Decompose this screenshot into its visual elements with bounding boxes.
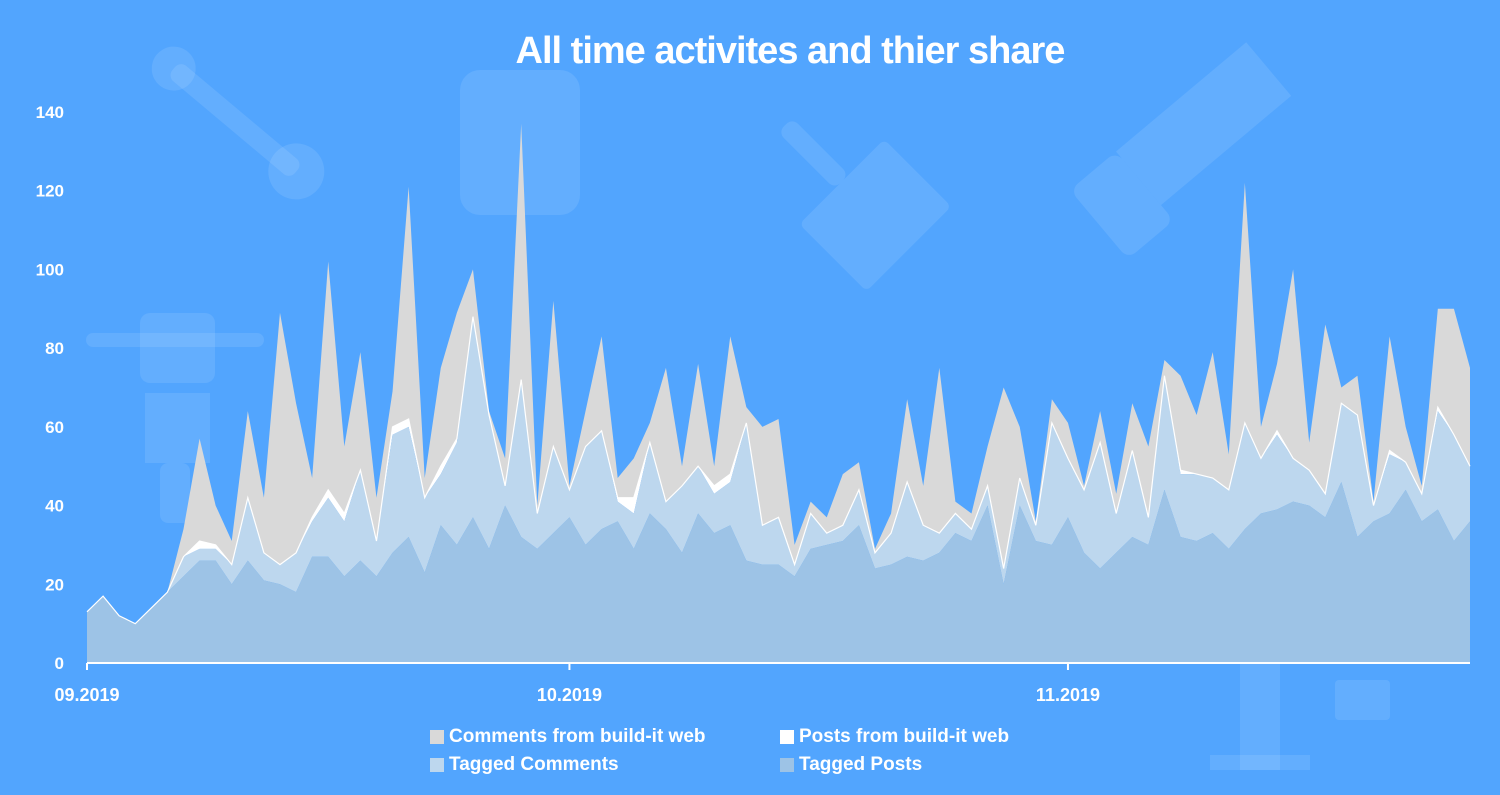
y-tick-label: 60 xyxy=(45,418,64,437)
legend-item-tagged-comments: Tagged Comments xyxy=(430,754,780,776)
y-tick-label: 80 xyxy=(45,339,64,358)
legend-swatch xyxy=(780,730,794,744)
x-tick-label: 10.2019 xyxy=(537,685,602,705)
paint-bucket-icon xyxy=(460,70,580,215)
legend-swatch xyxy=(430,730,444,744)
posts-web-edge-line xyxy=(86,316,1471,625)
y-tick-label: 120 xyxy=(36,182,64,201)
x-tick-label: 11.2019 xyxy=(1036,685,1100,705)
y-axis: 0 20 40 60 80 100 120 140 xyxy=(36,103,64,673)
y-tick-label: 0 xyxy=(55,654,64,673)
legend-label: Posts from build-it web xyxy=(799,726,1010,747)
legend-item-posts-web: Posts from build-it web xyxy=(780,726,1130,748)
jackhammer-icon xyxy=(86,313,264,523)
legend-swatch xyxy=(780,758,794,772)
legend-item-comments-web: Comments from build-it web xyxy=(430,726,780,748)
wrench-icon xyxy=(151,46,325,200)
legend-swatch xyxy=(430,758,444,772)
chart-title: All time activites and thier share xyxy=(515,30,1066,72)
y-tick-label: 100 xyxy=(36,260,64,279)
area-tagged-comments xyxy=(87,316,1470,624)
oil-rig-icon xyxy=(1210,660,1390,770)
x-tick-label: 09.2019 xyxy=(54,685,119,705)
paint-brush-icon xyxy=(781,121,949,289)
background-icons xyxy=(86,42,1390,770)
y-tick-label: 20 xyxy=(45,575,64,594)
legend: Comments from build-it web Posts from bu… xyxy=(430,726,1130,776)
legend-item-tagged-posts: Tagged Posts xyxy=(780,754,1130,776)
y-tick-label: 40 xyxy=(45,497,64,516)
legend-label: Tagged Comments xyxy=(449,754,619,775)
legend-label: Tagged Posts xyxy=(799,754,923,775)
plot-area xyxy=(86,123,1471,663)
area-tagged-posts xyxy=(87,481,1470,663)
legend-label: Comments from build-it web xyxy=(449,726,706,747)
saw-icon xyxy=(1074,42,1292,255)
y-tick-label: 140 xyxy=(36,103,64,122)
x-axis: 09.2019 10.2019 11.2019 xyxy=(54,663,1100,705)
